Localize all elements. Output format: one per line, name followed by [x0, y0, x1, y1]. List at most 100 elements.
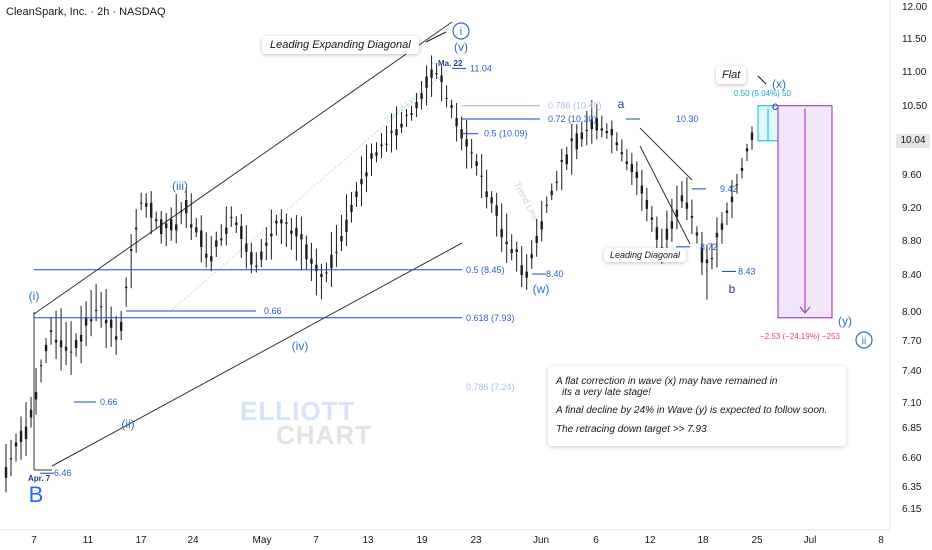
- candle-body: [590, 119, 593, 130]
- candle-body: [745, 148, 749, 152]
- candle-body: [345, 219, 348, 232]
- y-tick-label: 11.00: [902, 67, 927, 78]
- candle-body: [555, 181, 558, 183]
- wave-label-i: i: [460, 26, 462, 38]
- candle-body: [440, 75, 443, 83]
- candle-body: [129, 249, 133, 251]
- candle-body: [215, 240, 218, 247]
- candle-body: [520, 265, 523, 276]
- candle-body: [69, 351, 73, 353]
- candle-body: [700, 247, 704, 263]
- wave-label: (v): [454, 40, 468, 54]
- candle-body: [335, 252, 338, 254]
- candle-body: [275, 220, 278, 224]
- wave-label: (iii): [172, 179, 188, 193]
- candle-body: [54, 339, 58, 343]
- candle-body: [675, 209, 679, 217]
- candle-body: [505, 241, 508, 245]
- price-label: 11.04: [470, 63, 492, 73]
- fib-levels: 0.786 (10.49) 0.72 (10.30) 0.5 (10.09) 0.5 …: [34, 63, 756, 478]
- candle-body: [280, 219, 283, 224]
- candle-body: [139, 202, 143, 204]
- wave-label: (y): [838, 314, 852, 328]
- y-tick-label: 8.40: [902, 270, 922, 281]
- candle-body: [545, 204, 548, 206]
- candle-body: [685, 202, 689, 209]
- price-label: 6.46: [54, 468, 72, 478]
- candle-body: [670, 221, 674, 229]
- candle-body: [350, 204, 353, 213]
- candle-body: [530, 254, 533, 259]
- time-axis[interactable]: 7 11 17 24 May 7 13 19 23 Jun 6 12 18 25 Jul 8: [0, 529, 890, 546]
- watermark-chart: CHART: [276, 420, 372, 450]
- candle-body: [200, 230, 203, 248]
- candles: [4, 55, 754, 493]
- fib-label: 0.66: [100, 397, 118, 407]
- candle-body: [680, 195, 684, 202]
- candle-body: [425, 76, 428, 88]
- y-tick-label: 7.70: [902, 336, 922, 347]
- candle-body: [34, 392, 38, 400]
- leading-expanding-diagonal-callout: Leading Expanding Diagonal: [262, 36, 419, 54]
- flat-arrow: [757, 75, 767, 85]
- candle-body: [385, 143, 388, 145]
- price-label: 8.40: [546, 269, 564, 279]
- candle-body: [650, 217, 654, 220]
- candle-body: [405, 114, 408, 116]
- candle-body: [285, 222, 288, 224]
- y-tick-label: 11.50: [902, 34, 927, 45]
- x-tick-label: 25: [751, 535, 763, 546]
- x-tick-label: 7: [31, 535, 37, 546]
- candle-body: [84, 317, 88, 326]
- last-price-badge: 10.04: [896, 134, 930, 148]
- candle-body: [695, 232, 699, 236]
- candle-body: [665, 228, 669, 240]
- candle-body: [325, 272, 328, 274]
- x-tick-label: 19: [416, 535, 428, 546]
- candle-body: [400, 123, 403, 128]
- x-tick-label: Jul: [804, 535, 817, 546]
- candle-body: [605, 131, 609, 134]
- candle-body: [630, 163, 634, 173]
- wave-label: B: [29, 482, 44, 507]
- candle-body: [205, 253, 208, 258]
- x-tick-label: May: [253, 535, 272, 546]
- y-tick-label: 8.00: [902, 307, 922, 318]
- candle-body: [410, 112, 413, 115]
- candle-body: [330, 254, 333, 269]
- candle-body: [625, 161, 629, 164]
- y-tick-label: 6.15: [902, 504, 922, 515]
- x-tick-label: 18: [697, 535, 709, 546]
- flat-callout: Flat: [716, 66, 747, 84]
- candle-body: [705, 259, 709, 264]
- fib-label: 0.786 (7.24): [466, 382, 515, 392]
- candle-body: [190, 224, 193, 228]
- y-tick-label: 12.00: [902, 2, 927, 13]
- watermark-elliott: ELLIOTT: [240, 396, 356, 426]
- candle-body: [160, 219, 163, 234]
- candle-body: [220, 238, 223, 241]
- fib-label: 0.786 (10.49): [548, 101, 602, 111]
- candle-body: [260, 251, 263, 260]
- price-label: 8.72: [700, 242, 718, 252]
- wave-label: (i): [29, 289, 40, 303]
- candle-body: [9, 458, 13, 460]
- candle-body: [585, 129, 588, 132]
- candle-body: [99, 306, 103, 308]
- price-axis[interactable]: 12.0011.5011.0010.5010.009.609.208.808.4…: [889, 0, 927, 530]
- candle-body: [355, 191, 358, 197]
- candle-body: [495, 205, 498, 216]
- candle-body: [265, 242, 268, 246]
- leading-diagonal-lower: [639, 145, 691, 245]
- candle-body: [240, 226, 243, 240]
- candle-body: [185, 200, 188, 214]
- fib-label: 0.66: [264, 306, 282, 316]
- candle-body: [375, 152, 378, 156]
- x-tick-label: 24: [187, 535, 199, 546]
- wave-label: (iv): [292, 339, 309, 353]
- measure-down-arrowhead: [799, 306, 811, 314]
- x-tick-label: 17: [135, 535, 147, 546]
- price-label: 8.43: [738, 266, 756, 276]
- candle-body: [370, 153, 373, 159]
- candle-body: [89, 319, 93, 322]
